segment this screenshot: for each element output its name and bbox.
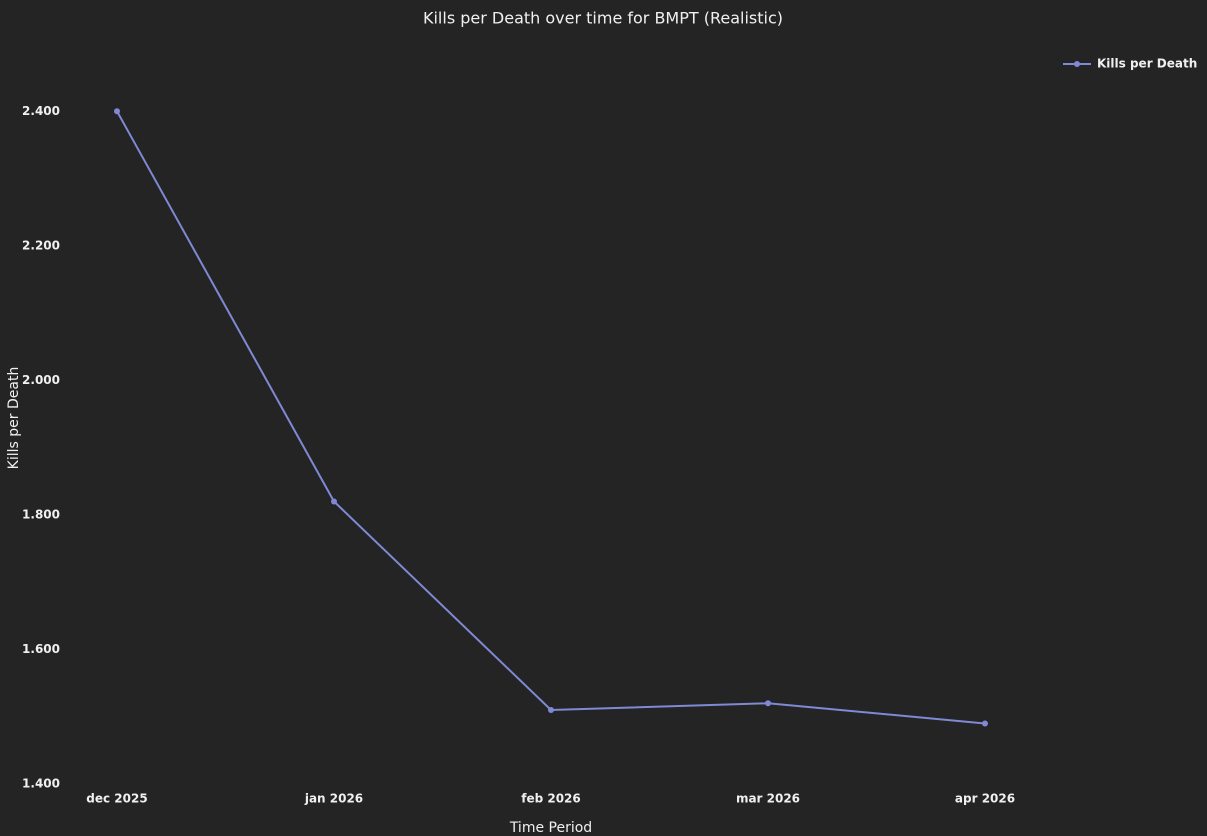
x-tick-label: feb 2026 [521, 792, 581, 806]
legend-label: Kills per Death [1097, 57, 1197, 71]
legend-marker [1074, 61, 1080, 67]
x-tick-label: apr 2026 [955, 792, 1015, 806]
y-tick-label: 2.400 [22, 104, 60, 118]
x-tick-label: dec 2025 [86, 792, 147, 806]
y-tick-label: 1.400 [22, 777, 60, 791]
point [982, 720, 988, 727]
point [114, 108, 120, 115]
y-axis-title: Kills per Death [6, 367, 22, 470]
x-axis-title: Time Period [509, 820, 592, 836]
y-tick-label: 2.000 [22, 373, 60, 387]
x-tick-label: mar 2026 [736, 792, 800, 806]
chart-title: Kills per Death over time for BMPT (Real… [423, 9, 783, 28]
y-tick-label: 1.800 [22, 507, 60, 521]
point [331, 498, 337, 505]
x-tick-label: jan 2026 [304, 792, 363, 806]
point [548, 707, 554, 713]
point [765, 700, 771, 707]
y-tick-label: 2.200 [22, 238, 60, 252]
y-tick-label: 1.600 [22, 642, 60, 656]
